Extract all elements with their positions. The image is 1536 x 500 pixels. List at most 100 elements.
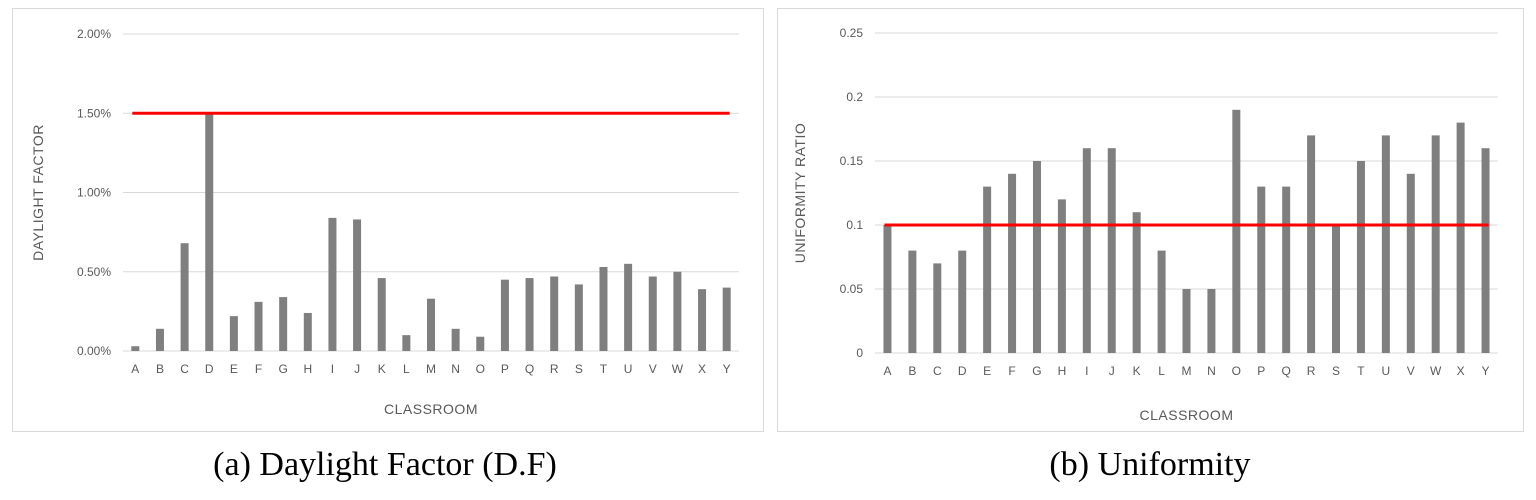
x-tick-label: M [1182,364,1192,378]
y-tick-label: 1.50% [77,106,111,120]
bar-d [958,250,967,353]
bar-o [476,336,485,351]
bar-y [1481,148,1490,353]
x-tick-label: P [501,362,509,376]
y-axis-title: UNIFORMITY RATIO [792,123,808,263]
caption-daylight-factor: (a) Daylight Factor (D.F) [213,446,557,483]
x-tick-label: Q [1282,364,1291,378]
bar-b [908,250,917,353]
x-tick-label: N [451,362,460,376]
bar-m [427,298,435,351]
bar-a [883,225,892,353]
x-tick-label: D [958,364,967,378]
bar-v [648,276,657,351]
bar-o [1232,109,1241,353]
x-tick-label: I [1085,364,1088,378]
bar-r [550,276,559,351]
x-tick-label: R [550,362,559,376]
bar-w [673,271,682,351]
y-tick-label: 0.00% [77,344,111,358]
x-tick-label: F [255,362,262,376]
bar-u [1381,135,1390,353]
x-tick-label: S [1332,364,1340,378]
x-tick-label: C [180,362,189,376]
y-tick-label: 1.00% [77,186,111,200]
x-axis-title: CLASSROOM [384,401,478,417]
y-tick-label: 0.15 [840,154,864,168]
bar-q [525,278,534,351]
bar-l [1157,250,1166,353]
x-tick-label: L [1158,364,1165,378]
y-tick-label: 0 [856,346,863,360]
bar-c [180,243,189,351]
bar-i [328,217,337,351]
bar-h [303,312,312,351]
bar-f [254,301,263,351]
bar-t [1356,161,1365,353]
x-tick-label: G [278,362,287,376]
x-tick-label: J [354,362,360,376]
x-tick-label: V [649,362,657,376]
x-tick-label: T [1357,364,1365,378]
x-tick-label: H [1058,364,1067,378]
x-tick-label: U [1382,364,1391,378]
x-tick-label: E [983,364,991,378]
bar-e [229,316,238,351]
bar-d [205,113,214,351]
bar-p [1257,186,1266,353]
x-tick-label: O [476,362,485,376]
x-tick-label: Y [723,362,731,376]
x-tick-label: W [1430,364,1442,378]
x-tick-label: M [426,362,436,376]
bar-x [698,289,707,351]
x-tick-label: J [1109,364,1115,378]
bar-l [402,335,411,351]
y-tick-label: 2.00% [77,27,111,41]
bar-q [1282,186,1291,353]
y-tick-label: 0.1 [846,218,863,232]
y-tick-label: 0.50% [77,265,111,279]
x-tick-label: P [1257,364,1265,378]
x-tick-label: V [1407,364,1415,378]
daylight-factor-chart: 0.00% 0.50% 1.00% 1.50% 2.00% A B C D E F G H I J K L M N O… [30,27,739,417]
x-tick-label: A [883,364,891,378]
x-tick-label: B [908,364,916,378]
bar-n [451,328,460,351]
bar-b [155,328,164,351]
bar-h [1057,199,1066,353]
bar-w [1431,135,1440,353]
chart-panel-daylight-factor: 0.00% 0.50% 1.00% 1.50% 2.00% A B C D E F G H I J K L M N O… [12,8,764,432]
bar-i [1082,148,1091,353]
x-tick-label: K [1133,364,1141,378]
bar-s [1332,225,1341,353]
x-tick-label: U [624,362,633,376]
bar-k [1132,212,1141,353]
x-tick-label: B [156,362,164,376]
x-tick-label: I [331,362,334,376]
bar-j [1107,148,1116,353]
x-tick-label: L [403,362,410,376]
bar-g [279,297,288,351]
y-tick-label: 0.25 [840,26,864,40]
x-tick-label: T [600,362,608,376]
y-tick-label: 0.2 [846,90,863,104]
x-axis-title: CLASSROOM [1140,407,1234,423]
bar-m [1182,289,1191,353]
bar-j [353,219,362,351]
x-tick-label: W [672,362,684,376]
x-tick-label: F [1008,364,1015,378]
x-tick-label: D [205,362,214,376]
bar-a [131,346,140,351]
x-tick-label: N [1207,364,1216,378]
x-tick-label: H [303,362,312,376]
uniformity-chart: 0 0.05 0.1 0.15 0.2 0.25 A B C D E F G H I J K L M N O P Q R S T U… [792,26,1498,423]
x-tick-label: O [1232,364,1241,378]
bar-v [1406,173,1415,353]
x-tick-label: Q [525,362,534,376]
bar-s [574,284,583,351]
x-tick-label: G [1032,364,1041,378]
bar-y [722,287,731,351]
x-tick-label: Y [1482,364,1490,378]
caption-uniformity: (b) Uniformity [1049,446,1251,483]
x-tick-label: S [575,362,583,376]
